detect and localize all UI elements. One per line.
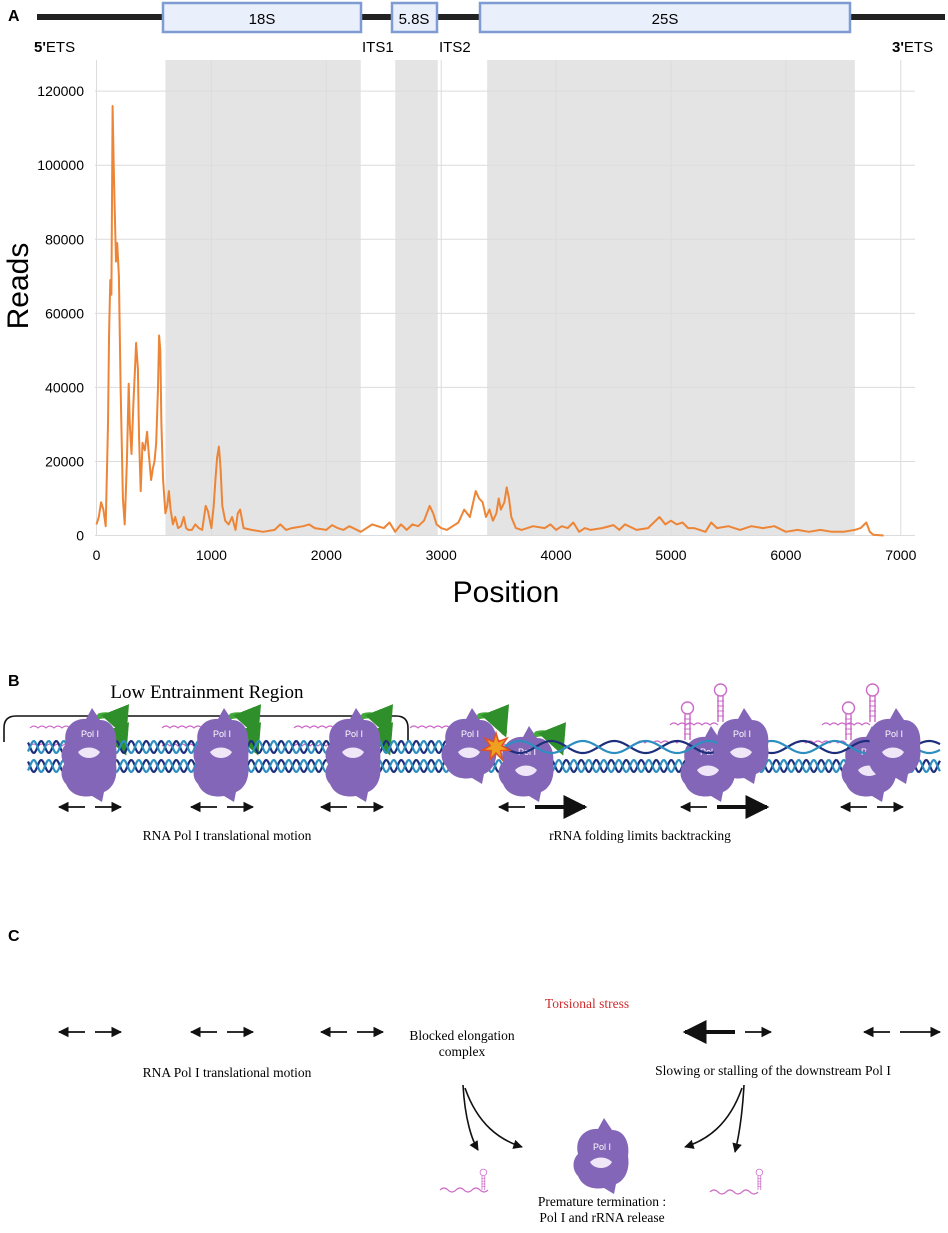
box-25s <box>478 1 852 34</box>
reads-chart: 0 1000 2000 3000 4000 5000 6000 7000 0 20000 40000… <box>2 60 917 609</box>
label-5ets-prime: 5' <box>34 39 46 56</box>
label-25s: 25S <box>652 11 679 28</box>
released-rna-left-hairpin <box>479 1168 488 1191</box>
torsional-stress-text: Torsional stress <box>545 996 629 1011</box>
box-18s <box>161 1 363 34</box>
pol-c-4: Pol I <box>409 704 513 784</box>
label-its2: ITS2 <box>439 39 471 56</box>
pol-c-5-label: Pol I <box>733 729 751 739</box>
released-pol-icon <box>573 1118 629 1194</box>
released-rrna-left <box>439 1168 489 1193</box>
blocked-star-icon <box>479 730 513 762</box>
pol-b-4-green-arrow <box>534 722 567 756</box>
released-rrna-right <box>709 1168 764 1195</box>
panel-b-label: B <box>8 673 20 690</box>
label-its1: ITS1 <box>362 39 394 56</box>
caption-blocked-1: Blocked elongation <box>409 1028 515 1043</box>
pol-c-2-rna <box>161 725 203 729</box>
pol-c-5-rna <box>669 722 719 726</box>
label-5ets-rest: ETS <box>46 39 75 56</box>
pol-c-5: Pol I <box>669 683 769 784</box>
label-5ets: 5'ETS <box>34 39 75 56</box>
pol-c-3-green-arrow <box>361 704 394 738</box>
gene-map: 18S 5.8S 25S 5'ETS 3'ETS ITS1 ITS2 <box>34 1 945 56</box>
pol-b-5-rna <box>636 740 686 744</box>
pol-c-1-green-arrow <box>97 704 130 738</box>
y-tick-label: 100000 <box>37 157 84 173</box>
x-tick-label: 6000 <box>770 547 801 563</box>
box-5-8s <box>390 1 439 34</box>
released-pol-label: Pol I <box>593 1142 611 1152</box>
x-tick-label: 2000 <box>311 547 342 563</box>
label-3ets-prime: 3' <box>892 39 904 56</box>
x-tick-label: 1000 <box>196 547 227 563</box>
x-tick-label: 5000 <box>655 547 686 563</box>
pol-b-6-rna <box>797 740 847 744</box>
pol-c-2: Pol I <box>161 704 262 784</box>
x-tick-label: 7000 <box>885 547 916 563</box>
released-pol: Pol I <box>573 1118 629 1194</box>
bracket-label: Low Entrainment Region <box>110 682 304 703</box>
caption-c-motion: RNA Pol I translational motion <box>143 1065 312 1080</box>
shaded-region-18s <box>165 60 361 536</box>
x-axis-title: Position <box>453 576 560 609</box>
label-3ets: 3'ETS <box>892 39 933 56</box>
low-entrainment-bracket <box>3 715 409 742</box>
caption-b-left: RNA Pol I translational motion <box>143 828 312 843</box>
caption-blocked-2: complex <box>439 1044 486 1059</box>
pol-c-3-label: Pol I <box>345 729 363 739</box>
pol-c-6-label: Pol I <box>885 729 903 739</box>
shaded-region-5-8s <box>395 60 438 536</box>
panel-c-label: C <box>8 928 20 945</box>
y-tick-label: 120000 <box>37 83 84 99</box>
release-arrow-right-down <box>732 1084 745 1153</box>
released-rna-right-tail <box>709 1189 759 1195</box>
pol-b-4-icon <box>498 726 554 802</box>
pol-c-2-green-arrow <box>229 704 262 738</box>
label-18s: 18S <box>249 11 276 28</box>
label-5-8s: 5.8S <box>399 11 430 28</box>
pol-c-6: Pol I <box>821 683 921 784</box>
pol-c-6-hairpin <box>865 683 880 723</box>
pol-c-4-label: Pol I <box>461 729 479 739</box>
pol-c-6-rna <box>821 722 871 726</box>
x-tick-label: 4000 <box>541 547 572 563</box>
release-arrow-right-center <box>684 1087 743 1149</box>
pol-c-1-label: Pol I <box>81 729 99 739</box>
released-rna-right-hairpin <box>755 1168 764 1191</box>
pol-c-2-label: Pol I <box>213 729 231 739</box>
pol-c-1-rna <box>29 725 71 729</box>
release-arrow-left-center <box>464 1087 523 1149</box>
release-arrow-left-down <box>462 1084 479 1151</box>
caption-torsional-stress: Torsional stress <box>545 996 629 1011</box>
pol-b-5-hairpin <box>680 701 695 741</box>
y-tick-label: 60000 <box>45 305 84 321</box>
caption-premature-2: Pol I and rRNA release <box>539 1210 664 1225</box>
pol-c-1: Pol I <box>29 704 130 784</box>
pol-b-6-hairpin <box>841 701 856 741</box>
label-3ets-rest: ETS <box>904 39 933 56</box>
released-rna-left-tail <box>439 1187 489 1193</box>
release-arrows <box>462 1084 745 1153</box>
y-tick-label: 40000 <box>45 379 84 395</box>
caption-premature-1: Premature termination : <box>538 1194 666 1209</box>
pol-c-3: Pol I <box>293 704 394 784</box>
panel-a-label: A <box>8 8 20 25</box>
pol-c-4-green-arrow <box>477 704 510 738</box>
pol-row-c: Pol I Pol I Pol I Pol I Pol I Pol I <box>29 683 942 1044</box>
y-axis-title: Reads <box>2 243 35 330</box>
pol-c-4-rna <box>409 725 451 729</box>
caption-b-right: rRNA folding limits backtracking <box>549 828 731 843</box>
pol-c-5-hairpin <box>713 683 728 723</box>
y-tick-label: 80000 <box>45 231 84 247</box>
y-tick-label: 20000 <box>45 453 84 469</box>
x-tick-label: 3000 <box>426 547 457 563</box>
caption-stall: Slowing or stalling of the downstream Po… <box>655 1063 891 1078</box>
series-line-reads <box>95 105 884 537</box>
y-tick-label: 0 <box>76 528 84 544</box>
pol-c-3-rna <box>293 725 335 729</box>
x-tick-label: 0 <box>93 547 101 563</box>
